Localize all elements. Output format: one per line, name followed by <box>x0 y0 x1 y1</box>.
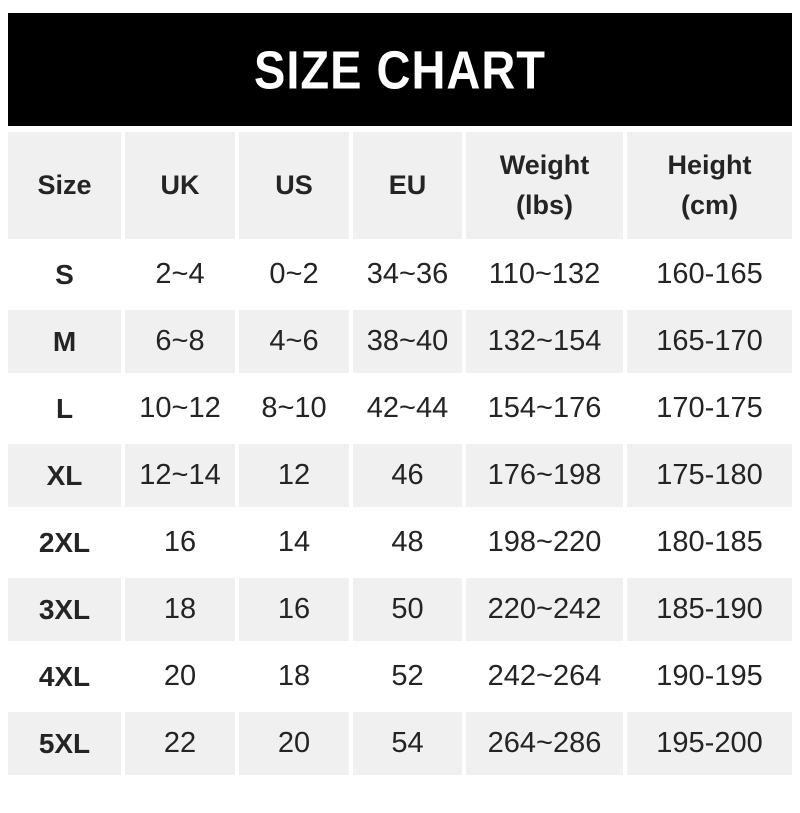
uk-value-cell: 2~4 <box>125 243 235 306</box>
eu-value-cell: 34~36 <box>353 243 462 306</box>
size-chart-banner: SIZE CHART <box>8 13 792 126</box>
weight-value-cell: 242~264 <box>466 645 623 708</box>
size-label-cell: XL <box>8 444 121 507</box>
us-value-cell: 14 <box>239 511 349 574</box>
height-value-cell: 195-200 <box>627 712 792 775</box>
uk-value-cell: 6~8 <box>125 310 235 373</box>
weight-value-cell: 132~154 <box>466 310 623 373</box>
eu-value-cell: 46 <box>353 444 462 507</box>
column-header-eu: EU <box>353 132 462 239</box>
weight-value-cell: 264~286 <box>466 712 623 775</box>
eu-value-cell: 50 <box>353 578 462 641</box>
uk-value-cell: 20 <box>125 645 235 708</box>
us-value-cell: 0~2 <box>239 243 349 306</box>
height-value-cell: 165-170 <box>627 310 792 373</box>
eu-value-cell: 48 <box>353 511 462 574</box>
size-chart-table: Size UK US EU Weight (lbs) Height (cm) S… <box>8 132 792 775</box>
us-value-cell: 16 <box>239 578 349 641</box>
size-label-cell: 5XL <box>8 712 121 775</box>
column-header-height: Height (cm) <box>627 132 792 239</box>
height-value-cell: 175-180 <box>627 444 792 507</box>
us-value-cell: 8~10 <box>239 377 349 440</box>
uk-value-cell: 22 <box>125 712 235 775</box>
weight-value-cell: 176~198 <box>466 444 623 507</box>
size-label-cell: S <box>8 243 121 306</box>
height-value-cell: 190-195 <box>627 645 792 708</box>
size-label-cell: M <box>8 310 121 373</box>
column-header-uk: UK <box>125 132 235 239</box>
column-header-weight: Weight (lbs) <box>466 132 623 239</box>
weight-value-cell: 110~132 <box>466 243 623 306</box>
weight-value-cell: 154~176 <box>466 377 623 440</box>
uk-value-cell: 18 <box>125 578 235 641</box>
size-label-cell: 3XL <box>8 578 121 641</box>
us-value-cell: 4~6 <box>239 310 349 373</box>
eu-value-cell: 52 <box>353 645 462 708</box>
size-label-cell: 4XL <box>8 645 121 708</box>
eu-value-cell: 38~40 <box>353 310 462 373</box>
eu-value-cell: 42~44 <box>353 377 462 440</box>
uk-value-cell: 10~12 <box>125 377 235 440</box>
uk-value-cell: 16 <box>125 511 235 574</box>
us-value-cell: 12 <box>239 444 349 507</box>
size-label-cell: 2XL <box>8 511 121 574</box>
us-value-cell: 20 <box>239 712 349 775</box>
height-value-cell: 160-165 <box>627 243 792 306</box>
size-label-cell: L <box>8 377 121 440</box>
weight-value-cell: 220~242 <box>466 578 623 641</box>
height-value-cell: 170-175 <box>627 377 792 440</box>
column-header-us: US <box>239 132 349 239</box>
height-value-cell: 180-185 <box>627 511 792 574</box>
eu-value-cell: 54 <box>353 712 462 775</box>
us-value-cell: 18 <box>239 645 349 708</box>
column-header-size: Size <box>8 132 121 239</box>
height-value-cell: 185-190 <box>627 578 792 641</box>
page-title: SIZE CHART <box>254 39 546 100</box>
weight-value-cell: 198~220 <box>466 511 623 574</box>
uk-value-cell: 12~14 <box>125 444 235 507</box>
